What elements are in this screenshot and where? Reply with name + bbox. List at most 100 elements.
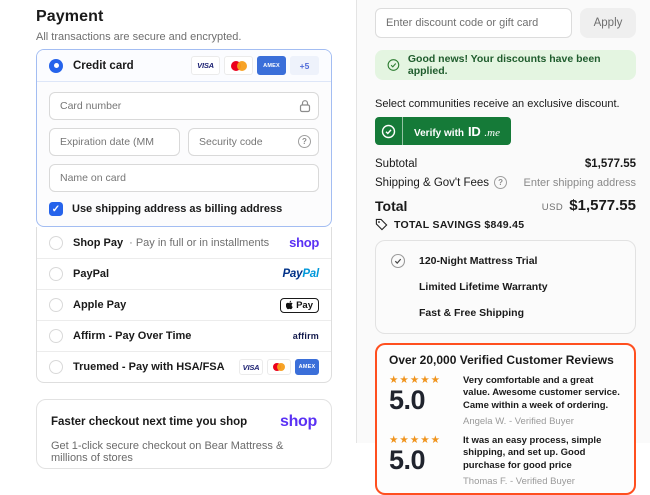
apply-button[interactable]: Apply	[580, 8, 636, 38]
currency-code: USD	[541, 202, 564, 213]
credit-card-option-header[interactable]: Credit card VISA AMEX +5	[37, 50, 331, 82]
review-score: 5.0	[389, 385, 426, 415]
review-text: Very comfortable and a great value. Awes…	[463, 375, 620, 411]
order-summary-section: Apply Good news! Your discounts have bee…	[356, 0, 650, 495]
affirm-logo: affirm	[292, 331, 319, 341]
apple-pay-logo: Pay	[280, 297, 319, 313]
radio-affirm[interactable]	[49, 329, 63, 343]
benefit-label: 120-Night Mattress Trial	[419, 255, 538, 267]
method-affirm[interactable]: Affirm - Pay Over Time affirm	[37, 320, 331, 351]
shop-logo: shop	[279, 413, 317, 430]
subtotal-value: $1,577.55	[584, 158, 636, 170]
page-title: Payment	[36, 8, 104, 25]
banner-text: Good news! Your discounts have been appl…	[407, 53, 601, 77]
method-paypal[interactable]: PayPal Pay Pal	[37, 258, 331, 289]
name-field-wrap	[49, 164, 319, 192]
review-author: Angela W. - Verified Buyer	[463, 416, 574, 428]
billing-address-label: Use shipping address as billing address	[72, 203, 283, 215]
review-text: It was an easy process, simple shipping,…	[463, 435, 602, 471]
review-author: Thomas F. - Verified Buyer	[463, 476, 575, 488]
review-score: 5.0	[389, 445, 426, 476]
shipping-help-icon[interactable]: ?	[494, 176, 508, 189]
shop-pay-logo: shop	[289, 235, 319, 250]
subtotal-row: Subtotal $1,577.55	[375, 158, 636, 170]
method-label: PayPal	[73, 268, 110, 280]
radio-paypal[interactable]	[49, 267, 63, 281]
visa-icon: VISA	[239, 359, 263, 375]
benefit-label: Limited Lifetime Warranty	[419, 281, 548, 293]
amex-icon: AMEX	[257, 56, 286, 75]
method-label: Affirm - Pay Over Time	[73, 330, 192, 342]
method-sublabel: · Pay in full or in installments	[129, 236, 270, 249]
discount-code-input[interactable]	[375, 8, 572, 38]
billing-address-row[interactable]: ✓ Use shipping address as billing addres…	[49, 202, 319, 216]
method-label: Truemed - Pay with HSA/FSA	[73, 361, 225, 373]
review-item: ★★★★★ 5.0 Very comfortable and a great v…	[389, 374, 622, 427]
more-cards-badge: +5	[290, 56, 319, 75]
total-value: $1,577.55	[569, 197, 636, 214]
reviews-title: Over 20,000 Verified Customer Reviews	[389, 353, 614, 367]
method-shop-pay[interactable]: Shop Pay · Pay in full or in installment…	[37, 227, 331, 258]
review-item: ★★★★★ 5.0 It was an easy process, simple…	[389, 434, 622, 487]
paypal-logo: Pay Pal	[282, 268, 319, 280]
lock-icon	[299, 99, 311, 118]
visa-icon: VISA	[191, 56, 220, 75]
radio-apple-pay[interactable]	[49, 298, 63, 312]
expiration-input[interactable]	[49, 128, 180, 156]
promo-text: Get 1-click secure checkout on Bear Matt…	[51, 440, 284, 464]
idme-check-icon	[375, 117, 403, 145]
check-circle-icon	[390, 253, 406, 269]
subtotal-label: Subtotal	[375, 158, 418, 170]
shop-promo-card: Faster checkout next time you shop shop …	[36, 399, 332, 469]
benefit-item: Limited Lifetime Warranty	[390, 279, 621, 295]
star-rating: ★★★★★	[389, 434, 442, 447]
benefit-item: 120-Night Mattress Trial	[390, 253, 621, 269]
card-number-input[interactable]	[49, 92, 319, 120]
total-savings-text: TOTAL SAVINGS $849.45	[394, 218, 525, 231]
amex-icon: AMEX	[295, 359, 319, 375]
payment-section: Payment All transactions are secure and …	[0, 0, 356, 469]
credit-card-option: Credit card VISA AMEX +5	[36, 49, 332, 227]
reviews-card: Over 20,000 Verified Customer Reviews ★★…	[375, 343, 636, 495]
benefit-item: Fast & Free Shipping	[390, 305, 621, 321]
truemed-card-badges: VISA AMEX	[239, 359, 319, 375]
shipping-row: Shipping & Gov't Fees ? Enter shipping a…	[375, 176, 636, 189]
discount-row: Apply	[375, 8, 636, 38]
method-label: Shop Pay	[73, 236, 124, 249]
check-circle-icon	[387, 59, 400, 71]
shipping-label: Shipping & Gov't Fees	[375, 176, 490, 189]
method-truemed[interactable]: Truemed - Pay with HSA/FSA VISA AMEX	[37, 351, 331, 382]
shipping-value: Enter shipping address	[523, 176, 636, 189]
idme-verify-text: Verify with	[414, 127, 465, 139]
credit-card-label: Credit card	[73, 59, 134, 72]
tag-icon	[375, 218, 388, 231]
payment-methods-list: Shop Pay · Pay in full or in installment…	[36, 227, 332, 383]
apple-icon	[286, 300, 293, 310]
idme-note: Select communities receive an exclusive …	[375, 98, 620, 110]
benefit-label: Fast & Free Shipping	[419, 307, 525, 319]
mastercard-icon	[224, 56, 253, 75]
idme-logo: ID	[468, 123, 481, 139]
billing-address-checkbox[interactable]: ✓	[49, 202, 63, 216]
security-code-help-icon[interactable]: ?	[298, 135, 311, 148]
radio-credit-card[interactable]	[49, 58, 63, 73]
name-on-card-input[interactable]	[49, 164, 319, 192]
expiration-field-wrap	[49, 128, 180, 156]
total-row: Total USD $1,577.55	[375, 197, 636, 214]
method-apple-pay[interactable]: Apple Pay Pay	[37, 289, 331, 320]
credit-card-form: ? ✓ Use shipping address as billing addr…	[37, 82, 331, 226]
method-label: Apple Pay	[73, 299, 127, 311]
total-label: Total	[375, 197, 408, 214]
radio-shop-pay[interactable]	[49, 235, 63, 250]
benefits-card: 120-Night Mattress Trial Limited Lifetim…	[375, 240, 636, 334]
idme-verify-button[interactable]: Verify with ID .me	[375, 117, 511, 145]
star-rating: ★★★★★	[389, 374, 442, 386]
security-code-field-wrap: ?	[188, 128, 319, 156]
radio-truemed[interactable]	[49, 360, 63, 374]
card-number-field-wrap	[49, 92, 319, 120]
total-savings-row: TOTAL SAVINGS $849.45	[375, 218, 636, 231]
security-code-input[interactable]	[188, 128, 319, 156]
card-brand-badges: VISA AMEX +5	[191, 56, 319, 75]
security-note: All transactions are secure and encrypte…	[36, 31, 242, 43]
promo-title: Faster checkout next time you shop	[51, 416, 248, 428]
